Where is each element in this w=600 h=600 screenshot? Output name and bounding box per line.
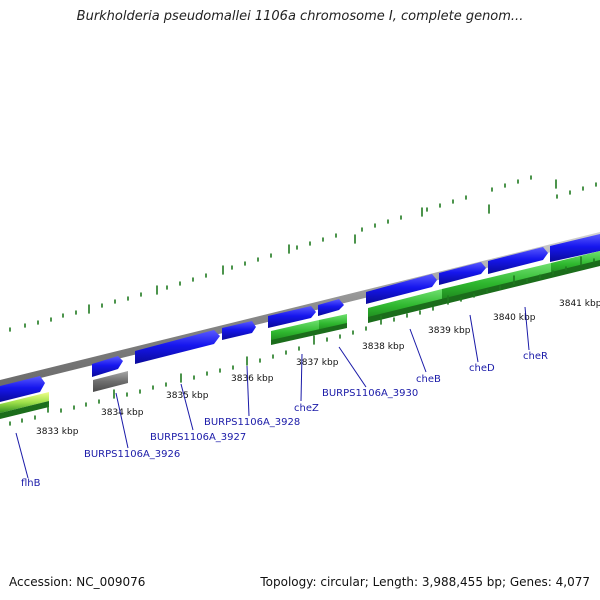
- gene-label-cheZ: cheZ: [294, 403, 319, 414]
- position-label: 3836 kbp: [231, 374, 274, 384]
- cds-bar-shadow: [368, 260, 600, 323]
- topology-text: Topology: circular; Length: 3,988,455 bp…: [260, 575, 590, 589]
- position-label: 3841 kbp: [559, 299, 600, 309]
- gene-label-cheB: cheB: [416, 374, 441, 385]
- position-label: 3835 kbp: [166, 391, 209, 401]
- gene-cheB-arrow[interactable]: [366, 274, 437, 304]
- gene-label-cheD: cheD: [469, 363, 495, 374]
- position-label: 3840 kbp: [493, 313, 536, 323]
- gene-labels: flhB BURPS1106A_3926 BURPS1106A_3927 BUR…: [21, 351, 548, 489]
- gene-label-burps3930: BURPS1106A_3930: [322, 388, 418, 399]
- gene-arrow[interactable]: [318, 299, 344, 316]
- position-label: 3837 kbp: [296, 358, 339, 368]
- accession-text: Accession: NC_009076: [9, 575, 146, 589]
- gene-label-burps3926: BURPS1106A_3926: [84, 449, 180, 460]
- gene-label-cheR: cheR: [523, 351, 548, 362]
- gene-arrow[interactable]: [268, 306, 316, 328]
- gene-label-burps3928: BURPS1106A_3928: [204, 417, 300, 428]
- cds-flhB-bar-dark: [0, 401, 49, 419]
- cds-flhB-bar[interactable]: [0, 392, 49, 413]
- position-label: 3838 kbp: [362, 342, 405, 352]
- gene-leader-lines: [15, 306, 530, 479]
- cds-bar-shadow: [271, 323, 347, 345]
- gene-label-burps3927: BURPS1106A_3927: [150, 432, 246, 443]
- position-label: 3834 kbp: [101, 408, 144, 418]
- position-labels: 3833 kbp 3834 kbp 3835 kbp 3836 kbp 3837…: [36, 299, 600, 437]
- gene-flhB-arrow[interactable]: [0, 376, 45, 402]
- gene-arrow[interactable]: [550, 234, 600, 262]
- gene-cheD-arrow[interactable]: [439, 262, 486, 285]
- pseudogene-box[interactable]: [93, 371, 128, 392]
- gene-arrow[interactable]: [92, 356, 123, 377]
- gene-arrow[interactable]: [135, 330, 220, 364]
- outer-tick-ring: [9, 175, 597, 332]
- gene-arrow[interactable]: [222, 321, 256, 340]
- map-title: Burkholderia pseudomallei 1106a chromoso…: [76, 9, 524, 24]
- gene-cheR-arrow[interactable]: [488, 247, 548, 274]
- position-label: 3839 kbp: [428, 326, 471, 336]
- gene-label-flhB: flhB: [21, 478, 41, 489]
- inner-tick-ring: [9, 256, 595, 426]
- position-label: 3833 kbp: [36, 427, 79, 437]
